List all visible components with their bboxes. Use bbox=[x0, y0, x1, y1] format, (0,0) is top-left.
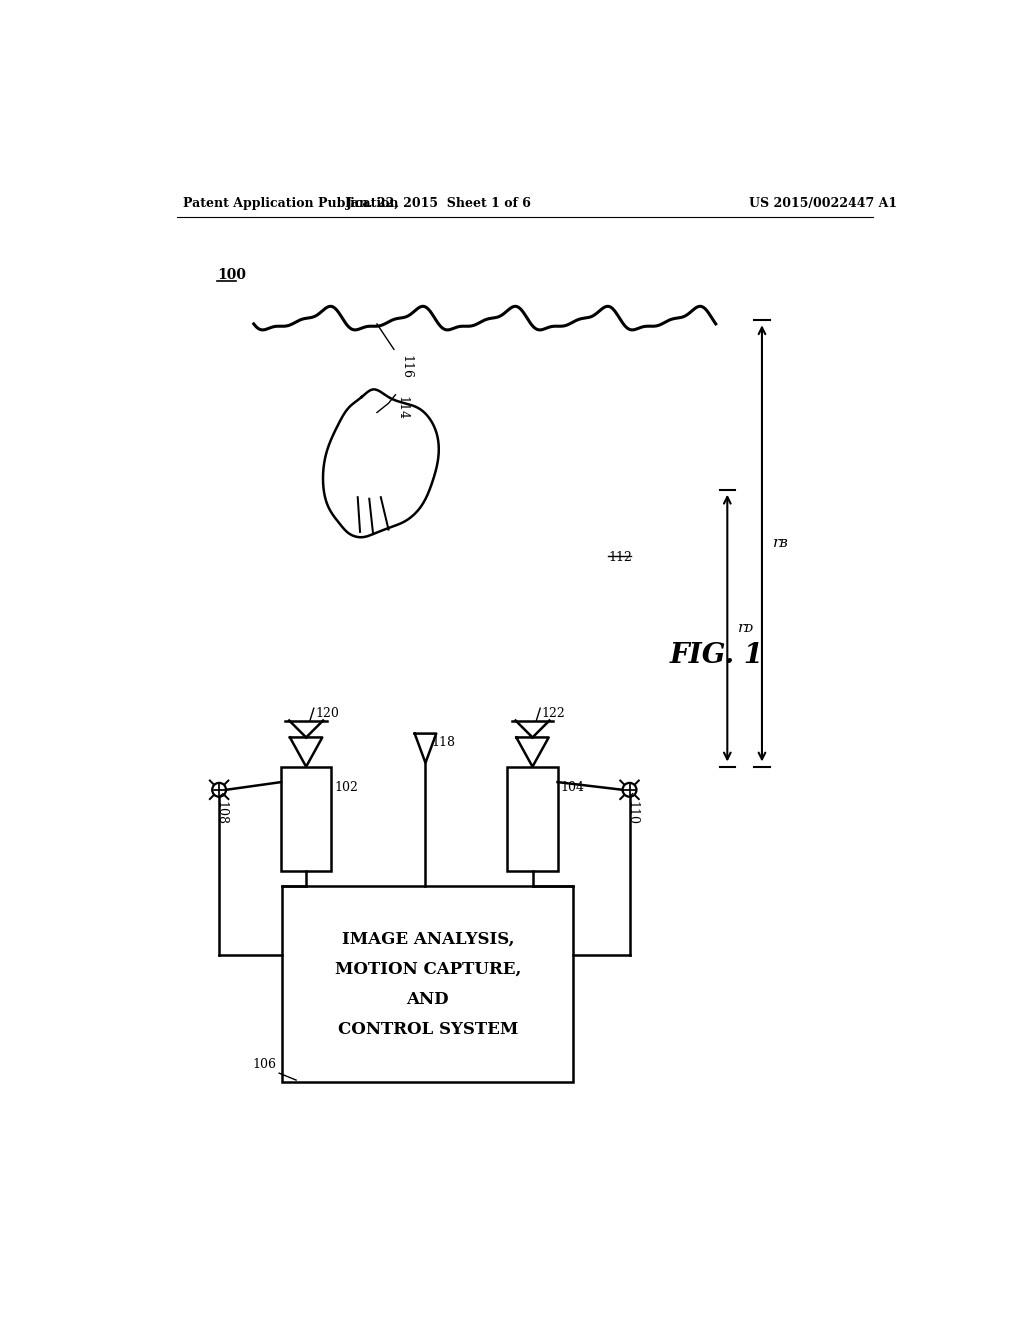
Text: rᴅ: rᴅ bbox=[738, 622, 755, 635]
Bar bbox=[282, 767, 331, 871]
Text: Jan. 22, 2015  Sheet 1 of 6: Jan. 22, 2015 Sheet 1 of 6 bbox=[346, 197, 531, 210]
Text: 100: 100 bbox=[217, 268, 246, 282]
Text: 104: 104 bbox=[560, 780, 585, 793]
Text: rʙ: rʙ bbox=[773, 536, 788, 550]
Text: 116: 116 bbox=[399, 355, 412, 379]
Text: 118: 118 bbox=[432, 737, 456, 748]
Text: IMAGE ANALYSIS,
MOTION CAPTURE,
AND
CONTROL SYSTEM: IMAGE ANALYSIS, MOTION CAPTURE, AND CONT… bbox=[335, 931, 521, 1038]
Text: FIG. 1: FIG. 1 bbox=[670, 642, 764, 668]
Text: 102: 102 bbox=[334, 780, 358, 793]
Text: 110: 110 bbox=[626, 800, 638, 825]
Text: Patent Application Publication: Patent Application Publication bbox=[183, 197, 398, 210]
Text: US 2015/0022447 A1: US 2015/0022447 A1 bbox=[750, 197, 898, 210]
Text: 122: 122 bbox=[542, 706, 565, 719]
Text: 112: 112 bbox=[608, 552, 632, 564]
Bar bbox=[508, 767, 557, 871]
Text: 114: 114 bbox=[395, 396, 409, 420]
Text: 108: 108 bbox=[215, 800, 228, 825]
Text: 106: 106 bbox=[253, 1057, 276, 1071]
Text: 120: 120 bbox=[315, 706, 339, 719]
Bar bbox=[283, 886, 573, 1082]
